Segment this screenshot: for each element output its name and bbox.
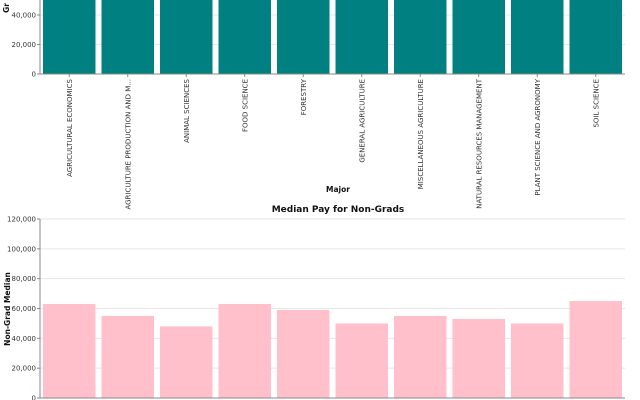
bottom-y-tick-label: 0	[32, 395, 36, 400]
top-y-tick-label: 40,000	[12, 12, 37, 20]
bottom-chart-bars	[43, 301, 622, 398]
top-chart-bars	[43, 0, 622, 74]
bottom-y-tick-label: 40,000	[12, 335, 37, 343]
top-x-tick-label: PLANT SCIENCE AND AGRONOMY	[534, 78, 542, 195]
top-bar	[43, 0, 96, 74]
top-x-tick-label: NATURAL RESOURCES MANAGEMENT	[475, 78, 483, 209]
bottom-bar	[160, 326, 213, 398]
bottom-chart-y-axis-title: Non-Grad Median	[3, 272, 12, 346]
top-bar	[335, 0, 388, 74]
top-bar	[218, 0, 271, 74]
bottom-y-tick-label: 120,000	[7, 216, 36, 224]
top-y-tick-label: 0	[32, 71, 36, 79]
bottom-bar	[277, 309, 330, 398]
top-bar	[160, 0, 213, 74]
bottom-bar	[335, 323, 388, 398]
bottom-chart: Median Pay for Non-Grads 0 20,000 40,000 60…	[3, 205, 625, 400]
bottom-y-tick-label: 80,000	[12, 275, 37, 283]
bottom-bar	[101, 315, 154, 398]
bottom-bar	[511, 323, 564, 398]
bottom-bar	[43, 304, 96, 398]
top-bar	[101, 0, 154, 74]
bottom-chart-title: Median Pay for Non-Grads	[272, 205, 405, 215]
top-bar	[452, 0, 505, 74]
top-bar	[511, 0, 564, 74]
bottom-bar	[394, 315, 447, 398]
top-chart-y-axis-title: Gr	[2, 3, 11, 13]
top-bar	[277, 0, 330, 74]
top-x-tick-label: MISCELLANEOUS AGRICULTURE	[417, 79, 425, 189]
top-x-tick-label: SOIL SCIENCE	[592, 79, 600, 128]
top-x-tick-label: FOOD SCIENCE	[241, 79, 249, 132]
top-x-tick-label: ANIMAL SCIENCES	[183, 78, 191, 142]
top-y-tick-label: 20,000	[12, 41, 37, 49]
bottom-y-tick-label: 60,000	[12, 305, 37, 313]
top-x-tick-label: AGRICULTURAL ECONOMICS	[66, 78, 74, 176]
top-chart-x-axis-title: Major	[326, 185, 350, 194]
bottom-bar	[452, 318, 505, 398]
bottom-bar	[218, 304, 271, 398]
bottom-bar	[569, 301, 622, 398]
bottom-y-tick-label: 20,000	[12, 365, 37, 373]
top-bar	[569, 0, 622, 74]
top-x-tick-label: GENERAL AGRICULTURE	[358, 79, 366, 163]
bottom-y-tick-label: 100,000	[7, 245, 36, 253]
top-chart-x-ticks: AGRICULTURAL ECONOMICS AGRICULTURE PRODUC…	[66, 74, 600, 210]
top-x-tick-label: FORESTRY	[300, 78, 308, 115]
top-bar	[394, 0, 447, 74]
top-x-tick-label: AGRICULTURE PRODUCTION AND M...	[124, 79, 132, 210]
top-chart-y-ticks: 0 20,000 40,000	[12, 12, 40, 79]
bottom-chart-y-ticks: 0 20,000 40,000 60,000 80,000 100,000 120,000	[7, 216, 40, 400]
